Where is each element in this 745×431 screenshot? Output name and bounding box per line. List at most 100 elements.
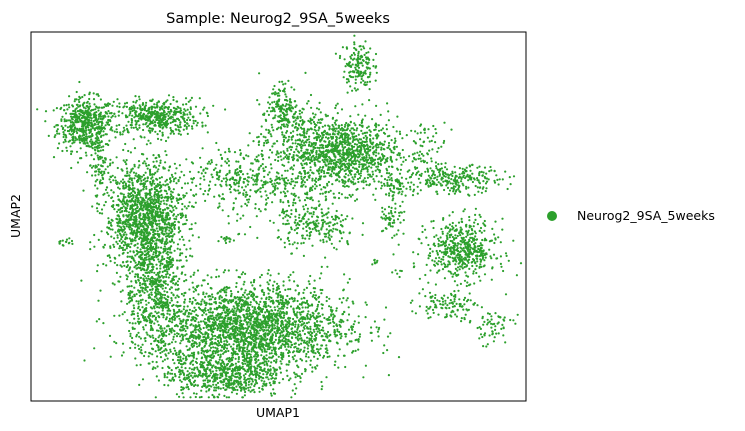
data-point <box>350 131 353 134</box>
data-point <box>142 188 145 191</box>
data-point <box>343 180 347 183</box>
data-point <box>166 283 169 286</box>
data-point <box>373 128 376 132</box>
data-point <box>161 209 165 212</box>
data-point <box>226 157 229 161</box>
data-point <box>269 177 272 180</box>
data-point <box>287 121 290 124</box>
data-point <box>125 247 128 250</box>
data-point <box>105 264 108 267</box>
data-point <box>148 260 151 263</box>
data-point <box>161 256 164 259</box>
data-point <box>147 164 150 167</box>
data-point <box>326 114 329 117</box>
data-point <box>130 124 133 127</box>
data-point <box>190 125 194 128</box>
data-point <box>136 253 139 256</box>
data-point <box>271 145 274 148</box>
data-point <box>143 250 146 253</box>
data-point <box>92 92 95 95</box>
data-point <box>144 171 147 174</box>
data-point <box>287 107 290 110</box>
data-point <box>315 155 318 158</box>
data-point <box>340 164 343 167</box>
data-point <box>239 217 242 220</box>
data-point <box>98 115 101 118</box>
data-point <box>285 123 288 126</box>
data-point <box>189 254 192 257</box>
data-point <box>325 198 328 201</box>
data-point <box>133 163 136 166</box>
data-point <box>299 115 302 118</box>
data-point <box>164 286 167 290</box>
data-point <box>167 276 170 279</box>
data-point <box>286 190 289 193</box>
data-point <box>151 215 154 218</box>
data-point <box>149 173 152 176</box>
data-point <box>78 100 81 104</box>
data-point <box>75 90 78 94</box>
data-point <box>334 155 337 158</box>
data-point <box>346 152 350 155</box>
data-point <box>99 289 102 292</box>
data-point <box>130 117 133 121</box>
data-point <box>165 239 168 242</box>
data-point <box>244 195 247 198</box>
data-point <box>353 57 356 60</box>
data-point <box>358 165 361 168</box>
data-point <box>153 340 156 343</box>
data-point <box>321 125 324 128</box>
data-point <box>88 91 91 94</box>
data-point <box>366 126 369 129</box>
data-point <box>332 192 335 195</box>
data-point <box>272 129 275 132</box>
data-point <box>167 136 170 139</box>
data-point <box>382 147 385 151</box>
data-point <box>339 166 342 170</box>
data-point <box>93 122 96 125</box>
data-point <box>69 145 72 148</box>
data-point <box>79 157 82 160</box>
data-point <box>88 135 91 139</box>
data-point <box>187 116 190 119</box>
data-point <box>148 188 151 191</box>
data-point <box>298 138 301 141</box>
data-point <box>124 241 127 244</box>
data-point <box>279 191 282 194</box>
data-point <box>116 210 119 213</box>
data-point <box>320 208 323 211</box>
data-point <box>376 165 380 168</box>
data-point <box>126 264 129 267</box>
data-point <box>290 110 293 113</box>
data-point <box>202 108 205 111</box>
data-point <box>394 139 397 143</box>
data-point <box>226 178 229 181</box>
data-point <box>163 245 166 248</box>
data-point <box>172 259 175 262</box>
data-point <box>276 120 279 123</box>
data-point <box>155 280 158 283</box>
data-point <box>235 182 239 185</box>
data-point <box>352 178 355 181</box>
data-point <box>78 141 82 144</box>
data-point <box>396 153 399 156</box>
data-point <box>156 223 159 226</box>
data-point <box>234 178 237 182</box>
data-point <box>308 161 312 165</box>
data-point <box>273 84 276 88</box>
data-point <box>265 194 268 197</box>
data-point <box>153 271 156 274</box>
data-point <box>153 182 156 185</box>
data-point <box>196 121 199 124</box>
data-point <box>272 88 275 91</box>
data-point <box>293 126 296 129</box>
data-point <box>97 150 100 153</box>
data-point <box>135 172 138 175</box>
data-point <box>143 160 146 163</box>
data-point <box>362 45 365 48</box>
data-point <box>134 119 137 122</box>
data-point <box>295 154 298 157</box>
data-point <box>147 258 150 261</box>
data-point <box>328 140 331 143</box>
data-point <box>361 103 364 106</box>
